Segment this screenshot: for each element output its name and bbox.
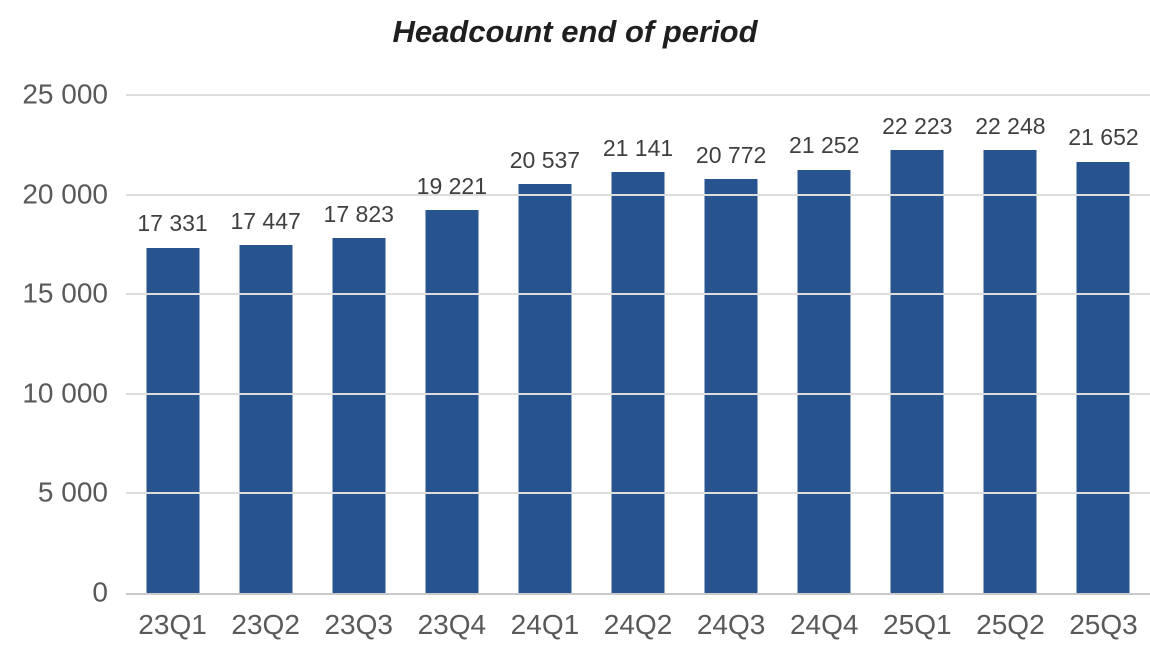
x-axis-tick-label: 23Q1 bbox=[138, 609, 207, 640]
y-axis-tick-label: 10 000 bbox=[22, 377, 108, 409]
bar-group: 19 221 23Q4 bbox=[405, 95, 498, 640]
x-axis-tick-label: 25Q1 bbox=[883, 609, 952, 640]
bar-series: 17 331 23Q1 17 447 23Q2 17 823 23Q3 19 221 23Q4… bbox=[126, 95, 1150, 640]
bar-group: 17 331 23Q1 bbox=[126, 95, 219, 640]
x-axis-tick-label: 23Q2 bbox=[231, 609, 300, 640]
bar bbox=[890, 150, 944, 593]
y-axis-tick-label: 25 000 bbox=[22, 78, 108, 110]
bar-value-label: 21 652 bbox=[1068, 124, 1139, 151]
gridline bbox=[126, 392, 1150, 395]
bar-group: 17 447 23Q2 bbox=[219, 95, 312, 640]
bar-group: 22 248 25Q2 bbox=[964, 95, 1057, 640]
bar bbox=[518, 183, 572, 593]
bar-value-label: 17 331 bbox=[137, 210, 208, 237]
bar-group: 22 223 25Q1 bbox=[871, 95, 964, 640]
bar-value-label: 17 823 bbox=[323, 200, 394, 227]
x-axis-tick-label: 24Q3 bbox=[696, 609, 766, 640]
bar-value-label: 17 447 bbox=[230, 208, 301, 235]
gridline bbox=[126, 492, 1150, 495]
x-axis-tick-label: 24Q1 bbox=[510, 609, 580, 640]
x-axis-tick-label: 24Q4 bbox=[789, 609, 859, 640]
x-axis-tick-label: 24Q2 bbox=[603, 609, 673, 640]
bar bbox=[1076, 161, 1130, 593]
bar bbox=[332, 237, 386, 593]
bar-group: 20 772 24Q3 bbox=[685, 95, 778, 640]
bar-value-label: 20 772 bbox=[695, 141, 767, 168]
bar-value-label: 22 223 bbox=[882, 113, 953, 140]
bar bbox=[704, 179, 758, 593]
y-axis-tick-label: 0 bbox=[92, 576, 108, 608]
x-axis-tick-label: 25Q2 bbox=[976, 609, 1045, 640]
plot-area: 17 331 23Q1 17 447 23Q2 17 823 23Q3 19 221 23Q4… bbox=[126, 94, 1150, 640]
bar bbox=[611, 171, 665, 593]
gridline bbox=[126, 94, 1150, 96]
y-axis-tick-label: 20 000 bbox=[22, 177, 108, 209]
bar bbox=[239, 245, 293, 593]
bar-group: 20 537 24Q1 bbox=[498, 95, 591, 640]
chart-title: Headcount end of period bbox=[392, 14, 758, 49]
y-axis-tick-label: 15 000 bbox=[22, 277, 108, 309]
x-axis-tick-label: 25Q3 bbox=[1069, 609, 1138, 640]
bar-group: 21 652 25Q3 bbox=[1057, 95, 1150, 640]
gridline bbox=[126, 293, 1150, 296]
bar-value-label: 20 537 bbox=[509, 146, 581, 173]
gridline bbox=[126, 193, 1150, 196]
bar bbox=[146, 247, 200, 593]
bar-group: 21 141 24Q2 bbox=[591, 95, 684, 640]
bar-value-label: 21 141 bbox=[602, 134, 674, 161]
x-axis-tick-label: 23Q4 bbox=[417, 609, 487, 640]
bar-group: 17 823 23Q3 bbox=[312, 95, 405, 640]
bar-group: 21 252 24Q4 bbox=[778, 95, 871, 640]
y-axis-tick-label: 5 000 bbox=[37, 476, 108, 508]
x-axis-tick-label: 23Q3 bbox=[324, 609, 393, 640]
bar bbox=[797, 169, 851, 593]
bar-value-label: 21 252 bbox=[789, 132, 860, 159]
bar bbox=[425, 210, 479, 593]
bar-value-label: 22 248 bbox=[975, 112, 1046, 139]
bar bbox=[983, 149, 1037, 593]
